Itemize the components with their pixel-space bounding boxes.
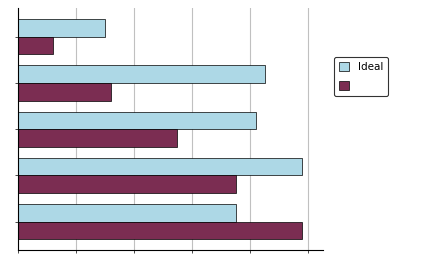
Bar [18, 19, 105, 37]
Bar [18, 65, 264, 83]
Bar [18, 37, 53, 54]
Bar [18, 129, 177, 147]
Bar [18, 158, 302, 175]
Bar [18, 204, 236, 222]
Legend: Ideal, : Ideal, [334, 57, 388, 96]
Bar [18, 175, 236, 193]
Bar [18, 222, 302, 239]
Bar [18, 112, 256, 129]
Bar [18, 83, 111, 101]
